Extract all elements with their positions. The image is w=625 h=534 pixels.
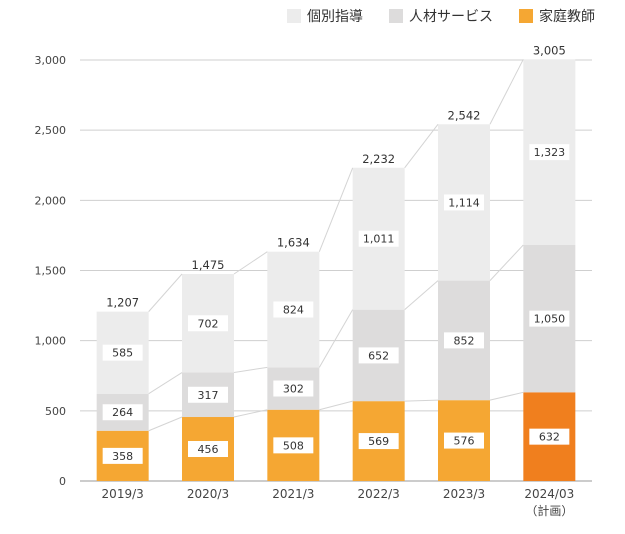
y-tick-label-3000: 3,000 xyxy=(35,54,67,67)
legend-label-katei: 家庭教師 xyxy=(539,9,595,25)
legend-label-jinzai: 人材サービス xyxy=(409,9,493,25)
y-tick-label-2000: 2,000 xyxy=(35,194,67,207)
x-tick-sublabel-5: （計画） xyxy=(525,503,573,518)
y-tick-label-0: 0 xyxy=(59,475,66,488)
connector-1-4 xyxy=(489,244,524,281)
y-tick-label-2500: 2,500 xyxy=(35,124,67,137)
x-tick-label-4: 2023/3 xyxy=(443,487,485,501)
value-label-2-2: 824 xyxy=(283,304,304,317)
total-label-4: 2,542 xyxy=(448,108,481,122)
total-label-0: 1,207 xyxy=(106,296,139,310)
value-label-bg-2-5 xyxy=(529,144,570,161)
value-label-1-4: 852 xyxy=(454,334,475,347)
total-label-2: 1,634 xyxy=(277,236,310,250)
connector-2-2 xyxy=(318,167,354,252)
legend-swatch-kobetsu xyxy=(287,9,301,23)
y-tick-label-500: 500 xyxy=(45,405,66,418)
x-tick-label-5: 2024/03 xyxy=(524,487,574,501)
x-tick-label-2: 2021/3 xyxy=(272,487,314,501)
legend-item-kobetsu: 個別指導 xyxy=(287,6,363,26)
connector-2-0 xyxy=(148,273,183,312)
legend-item-jinzai: 人材サービス xyxy=(389,6,493,26)
value-label-2-0: 585 xyxy=(112,347,133,360)
value-label-bg-1-5 xyxy=(529,310,570,327)
value-label-bg-0-3 xyxy=(358,433,399,450)
value-label-1-0: 264 xyxy=(112,406,133,419)
value-label-bg-2-2 xyxy=(273,301,314,318)
connector-2-4 xyxy=(489,59,524,125)
connector-2-3 xyxy=(404,123,439,169)
connector-0-2 xyxy=(319,400,353,411)
value-label-bg-1-3 xyxy=(358,347,399,364)
x-tick-label-0: 2019/3 xyxy=(102,487,144,501)
connector-1-3 xyxy=(404,280,439,311)
connector-0-0 xyxy=(148,416,183,432)
total-label-3: 2,232 xyxy=(362,152,395,166)
value-label-0-2: 508 xyxy=(283,439,304,452)
y-tick-label-1500: 1,500 xyxy=(35,265,67,278)
value-label-bg-0-0 xyxy=(102,447,143,464)
value-label-bg-1-2 xyxy=(273,380,314,397)
connector-2-1 xyxy=(233,251,268,275)
connector-0-1 xyxy=(233,409,268,418)
value-label-2-4: 1,114 xyxy=(448,196,480,209)
total-label-5: 3,005 xyxy=(533,43,566,57)
legend: 個別指導 人材サービス 家庭教師 xyxy=(287,6,595,26)
value-label-0-5: 632 xyxy=(539,431,560,444)
legend-swatch-jinzai xyxy=(389,9,403,23)
value-label-bg-2-4 xyxy=(444,194,484,211)
value-label-bg-0-2 xyxy=(273,437,314,454)
x-tick-label-1: 2020/3 xyxy=(187,487,229,501)
legend-item-katei: 家庭教師 xyxy=(519,6,595,26)
x-tick-label-3: 2022/3 xyxy=(358,487,400,501)
value-label-1-5: 1,050 xyxy=(534,313,566,326)
y-tick-label-1000: 1,000 xyxy=(35,335,67,348)
value-label-bg-2-1 xyxy=(188,315,228,332)
value-label-2-5: 1,323 xyxy=(534,146,566,159)
connector-0-4 xyxy=(489,391,524,401)
legend-swatch-katei xyxy=(519,9,533,23)
value-label-bg-2-3 xyxy=(358,230,399,247)
connector-0-3 xyxy=(404,399,439,402)
connector-1-1 xyxy=(233,366,268,374)
value-label-2-1: 702 xyxy=(198,317,219,330)
value-label-1-1: 317 xyxy=(198,389,219,402)
value-label-1-2: 302 xyxy=(283,383,304,396)
value-label-2-3: 1,011 xyxy=(363,233,395,246)
value-label-bg-0-4 xyxy=(444,432,484,449)
connector-1-0 xyxy=(148,372,183,395)
total-label-1: 1,475 xyxy=(192,258,225,272)
value-label-0-0: 358 xyxy=(112,450,133,463)
value-label-bg-0-5 xyxy=(529,428,570,445)
connector-1-2 xyxy=(318,309,354,368)
value-label-1-3: 652 xyxy=(368,349,389,362)
value-label-0-1: 456 xyxy=(198,443,219,456)
value-label-bg-1-0 xyxy=(102,404,143,421)
value-label-0-4: 576 xyxy=(454,435,475,448)
legend-label-kobetsu: 個別指導 xyxy=(307,9,363,25)
value-label-bg-2-0 xyxy=(102,344,143,361)
value-label-bg-1-4 xyxy=(444,332,484,349)
value-label-bg-1-1 xyxy=(188,386,228,403)
value-label-bg-0-1 xyxy=(188,441,228,458)
value-label-0-3: 569 xyxy=(368,435,389,448)
